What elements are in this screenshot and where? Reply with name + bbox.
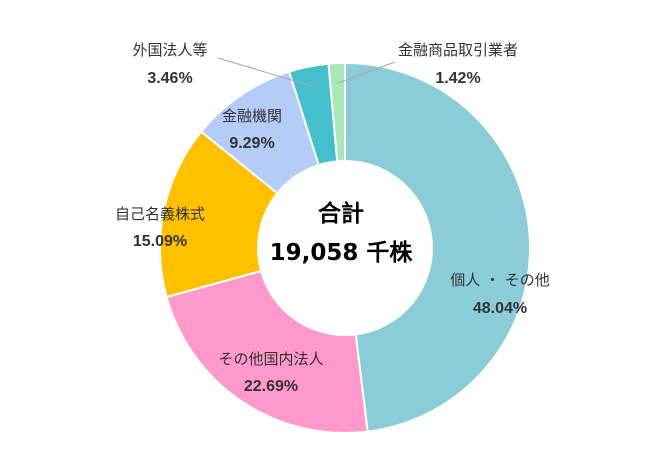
leader-line-securities-firms bbox=[337, 61, 396, 84]
slice-treasury-stock bbox=[159, 130, 279, 299]
center-title: 合計 bbox=[318, 200, 364, 227]
label-other-domestic-corps: その他国内法人 bbox=[218, 350, 323, 368]
pct-securities-firms: 1.42% bbox=[435, 70, 480, 87]
label-foreign-corps: 外国法人等 bbox=[132, 41, 207, 59]
leader-line-foreign-corps bbox=[217, 57, 313, 87]
slice-other-domestic-corps bbox=[165, 269, 369, 434]
label-treasury-stock: 自己名義株式 bbox=[115, 205, 205, 223]
leader-lines bbox=[217, 57, 396, 87]
donut-slices bbox=[159, 61, 532, 434]
label-individuals: 個人 ・ その他 bbox=[450, 271, 550, 289]
pct-other-domestic-corps: 22.69% bbox=[244, 378, 298, 395]
slice-securities-firms bbox=[327, 61, 346, 163]
pct-treasury-stock: 15.09% bbox=[133, 233, 187, 250]
center-total: 19,058 千株 bbox=[270, 240, 414, 266]
slice-individuals bbox=[344, 61, 532, 433]
pct-financial-institutions: 9.29% bbox=[229, 135, 274, 152]
label-securities-firms: 金融商品取引業者 bbox=[398, 41, 518, 59]
label-financial-institutions: 金融機関 bbox=[222, 107, 282, 125]
pct-individuals: 48.04% bbox=[473, 300, 527, 317]
pct-foreign-corps: 3.46% bbox=[147, 70, 192, 87]
